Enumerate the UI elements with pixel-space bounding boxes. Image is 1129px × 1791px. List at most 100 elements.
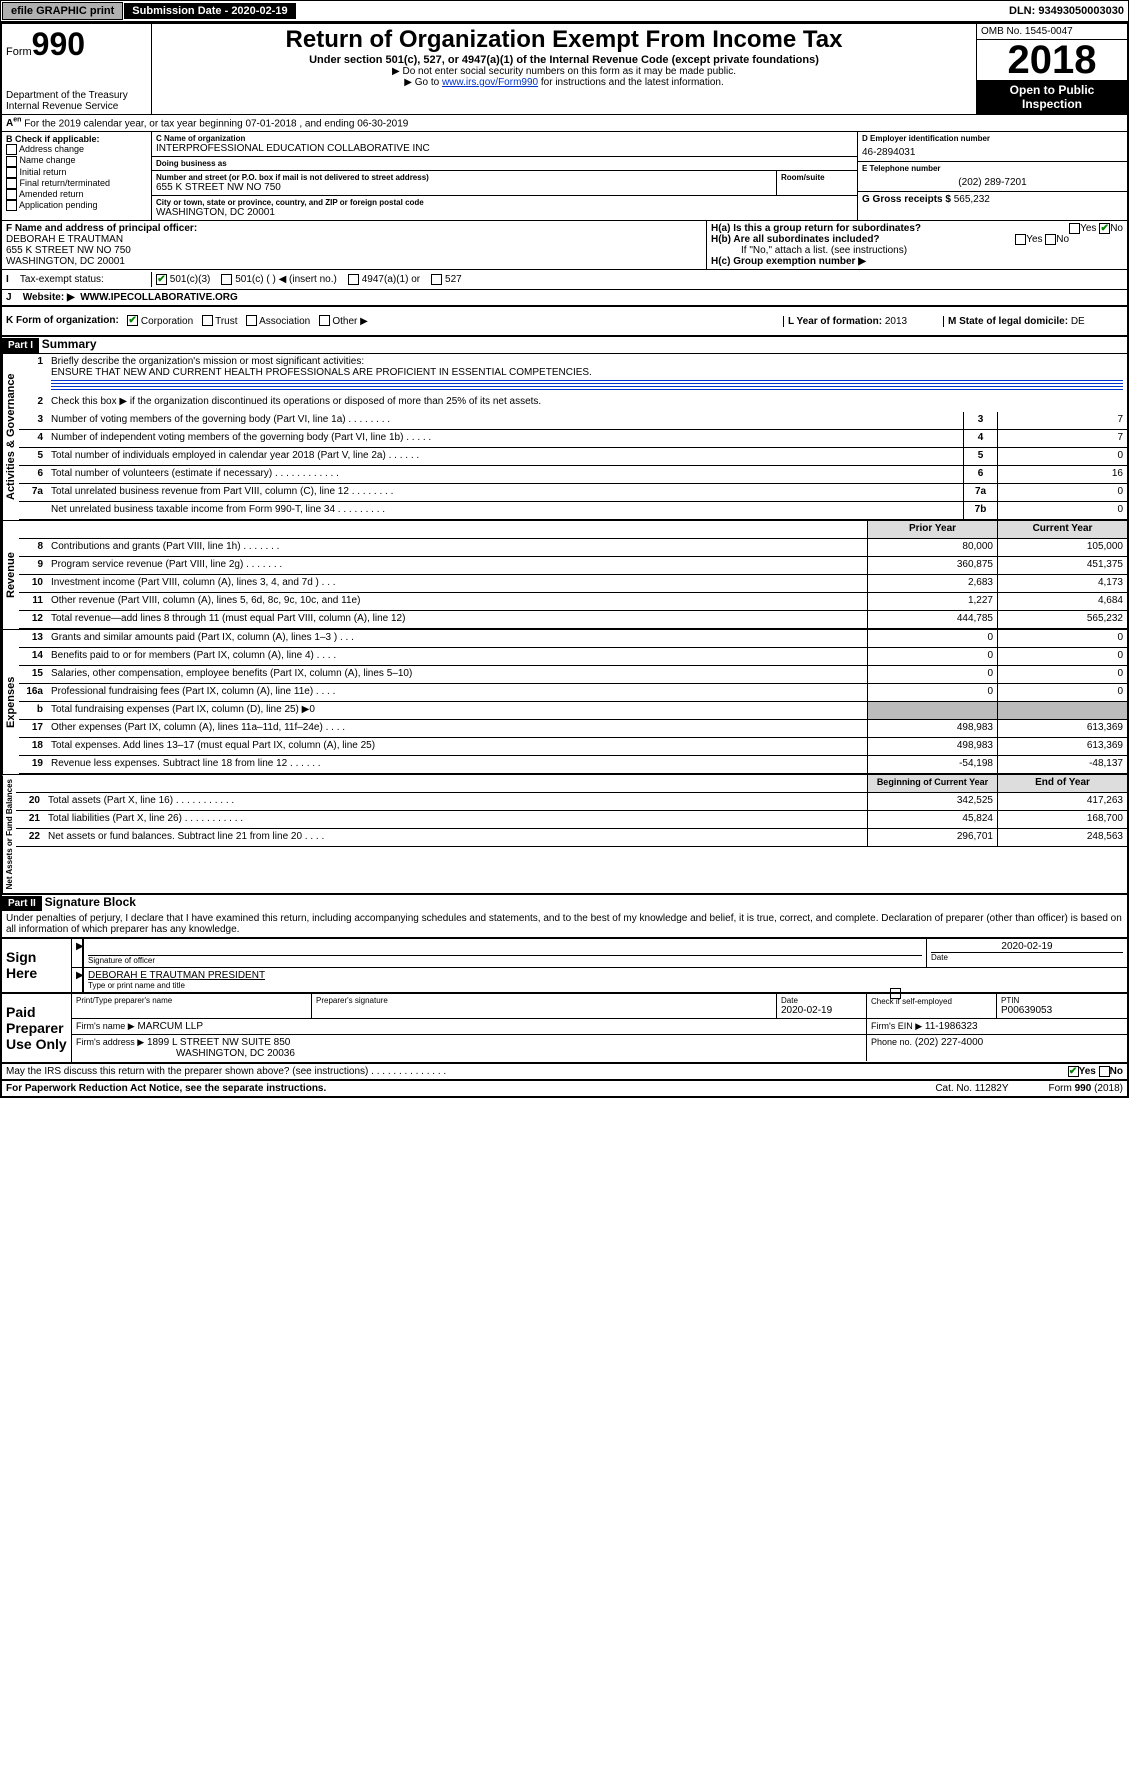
form-title: Return of Organization Exempt From Incom… <box>160 26 968 54</box>
checkbox-amended-return[interactable] <box>6 189 17 200</box>
city-label: City or town, state or province, country… <box>156 198 853 207</box>
gross-receipts-label: G Gross receipts $ <box>862 194 951 205</box>
checkbox-name-change[interactable] <box>6 156 17 167</box>
hb-note: If "No," attach a list. (see instruction… <box>711 245 1123 256</box>
phone-label: E Telephone number <box>862 164 1123 173</box>
org-form-0[interactable] <box>127 315 138 326</box>
dba-label: Doing business as <box>156 159 853 168</box>
exempt-status-2[interactable] <box>348 274 359 285</box>
table-row: 17Other expenses (Part IX, column (A), l… <box>19 720 1127 738</box>
firm-addr1: 1899 L STREET NW SUITE 850 <box>147 1037 290 1048</box>
prep-date: 2020-02-19 <box>781 1005 862 1016</box>
self-employed-checkbox[interactable] <box>890 988 901 999</box>
table-row: 10Investment income (Part VIII, column (… <box>19 575 1127 593</box>
table-row: 4Number of independent voting members of… <box>19 430 1127 448</box>
top-bar: efile GRAPHIC print Submission Date - 20… <box>0 0 1129 22</box>
gross-receipts-value: 565,232 <box>954 194 990 205</box>
checkbox-final-return-terminated[interactable] <box>6 178 17 189</box>
table-row: 6Total number of volunteers (estimate if… <box>19 466 1127 484</box>
table-row: 8Contributions and grants (Part VIII, li… <box>19 539 1127 557</box>
table-row: 5Total number of individuals employed in… <box>19 448 1127 466</box>
ha-row: H(a) Is this a group return for subordin… <box>711 223 1123 234</box>
form-header: Form990 Department of the Treasury Inter… <box>2 24 1127 115</box>
form-ref: Form 990 (2018) <box>1049 1083 1123 1094</box>
ha-no-checkbox[interactable] <box>1099 223 1110 234</box>
vlabel-governance: Activities & Governance <box>2 354 19 520</box>
discuss-row: May the IRS discuss this return with the… <box>2 1064 1127 1081</box>
table-row: 14Benefits paid to or for members (Part … <box>19 648 1127 666</box>
table-row: 20Total assets (Part X, line 16) . . . .… <box>16 793 1127 811</box>
form-footer: For Paperwork Reduction Act Notice, see … <box>2 1081 1127 1096</box>
mission-text: ENSURE THAT NEW AND CURRENT HEALTH PROFE… <box>51 367 592 378</box>
paid-preparer-label: Paid Preparer Use Only <box>2 994 72 1062</box>
website-value: WWW.IPECOLLABORATIVE.ORG <box>80 292 238 303</box>
part-1: Part I Summary Activities & Governance 1… <box>2 337 1127 895</box>
form-container: Form990 Department of the Treasury Inter… <box>0 22 1129 1098</box>
ptin-value: P00639053 <box>1001 1005 1123 1016</box>
dept-label: Department of the Treasury Internal Reve… <box>6 90 147 112</box>
ein-label: D Employer identification number <box>862 134 1123 143</box>
exempt-status-1[interactable] <box>221 274 232 285</box>
line-k: K Form of organization: Corporation Trus… <box>2 307 1127 336</box>
table-row: 3Number of voting members of the governi… <box>19 412 1127 430</box>
sign-here-label: Sign Here <box>2 939 72 992</box>
vlabel-net-assets: Net Assets or Fund Balances <box>2 775 16 893</box>
officer-addr2: WASHINGTON, DC 20001 <box>6 256 702 267</box>
table-row: Net unrelated business taxable income fr… <box>19 502 1127 520</box>
tax-year: 2018 <box>977 40 1127 80</box>
efile-button[interactable]: efile GRAPHIC print <box>2 2 123 20</box>
paid-preparer-block: Paid Preparer Use Only Print/Type prepar… <box>2 994 1127 1064</box>
penalties-text: Under penalties of perjury, I declare th… <box>2 911 1127 937</box>
table-row: 16aProfessional fundraising fees (Part I… <box>19 684 1127 702</box>
hb-yes-checkbox[interactable] <box>1015 234 1026 245</box>
section-b-c-d: B Check if applicable: Address change Na… <box>2 132 1127 221</box>
room-label: Room/suite <box>781 173 853 182</box>
instructions-link[interactable]: www.irs.gov/Form990 <box>442 77 538 88</box>
q2-text: Check this box ▶ if the organization dis… <box>47 394 1127 412</box>
org-form-3[interactable] <box>319 315 330 326</box>
table-row: 11Other revenue (Part VIII, column (A), … <box>19 593 1127 611</box>
table-row: 21Total liabilities (Part X, line 26) . … <box>16 811 1127 829</box>
sig-officer-label: Signature of officer <box>88 955 922 965</box>
exempt-status-3[interactable] <box>431 274 442 285</box>
table-row: 7aTotal unrelated business revenue from … <box>19 484 1127 502</box>
exempt-status-0[interactable] <box>156 274 167 285</box>
inspection-badge: Open to Public Inspection <box>977 80 1127 114</box>
line-a: Aen For the 2019 calendar year, or tax y… <box>2 115 1127 132</box>
org-form-1[interactable] <box>202 315 213 326</box>
firm-name: MARCUM LLP <box>137 1021 203 1032</box>
section-f-h: F Name and address of principal officer:… <box>2 221 1127 270</box>
checkbox-initial-return[interactable] <box>6 167 17 178</box>
checkbox-application-pending[interactable] <box>6 200 17 211</box>
table-row: 18Total expenses. Add lines 13–17 (must … <box>19 738 1127 756</box>
officer-name: DEBORAH E TRAUTMAN <box>6 234 702 245</box>
form-number: Form990 <box>6 26 147 63</box>
officer-label: F Name and address of principal officer: <box>6 223 702 234</box>
sig-date: 2020-02-19 <box>931 941 1123 952</box>
discuss-yes-checkbox[interactable] <box>1068 1066 1079 1077</box>
table-row: 12Total revenue—add lines 8 through 11 (… <box>19 611 1127 629</box>
table-row: 19Revenue less expenses. Subtract line 1… <box>19 756 1127 774</box>
table-row: 9Program service revenue (Part VIII, lin… <box>19 557 1127 575</box>
dln: DLN: 93493050003030 <box>1009 5 1128 17</box>
hb-row: H(b) Are all subordinates included? Yes … <box>711 234 1123 245</box>
name-label: C Name of organization <box>156 134 853 143</box>
hb-no-checkbox[interactable] <box>1045 234 1056 245</box>
checkbox-address-change[interactable] <box>6 144 17 155</box>
year-formation: 2013 <box>885 316 907 327</box>
phone-value: (202) 289-7201 <box>862 177 1123 188</box>
table-row: 22Net assets or fund balances. Subtract … <box>16 829 1127 847</box>
officer-name-title: DEBORAH E TRAUTMAN PRESIDENT <box>88 970 1123 981</box>
form-subtitle: Under section 501(c), 527, or 4947(a)(1)… <box>160 54 968 66</box>
vlabel-revenue: Revenue <box>2 521 19 629</box>
note-1: ▶ Do not enter social security numbers o… <box>160 66 968 77</box>
ha-yes-checkbox[interactable] <box>1069 223 1080 234</box>
addr-label: Number and street (or P.O. box if mail i… <box>156 173 772 182</box>
table-row: 13Grants and similar amounts paid (Part … <box>19 630 1127 648</box>
org-form-2[interactable] <box>246 315 257 326</box>
sign-here-block: Sign Here ▶ Signature of officer 2020-02… <box>2 937 1127 994</box>
part-2: Part II Signature Block Under penalties … <box>2 895 1127 1081</box>
vlabel-expenses: Expenses <box>2 630 19 774</box>
discuss-no-checkbox[interactable] <box>1099 1066 1110 1077</box>
ein-value: 46-2894031 <box>862 147 1123 158</box>
